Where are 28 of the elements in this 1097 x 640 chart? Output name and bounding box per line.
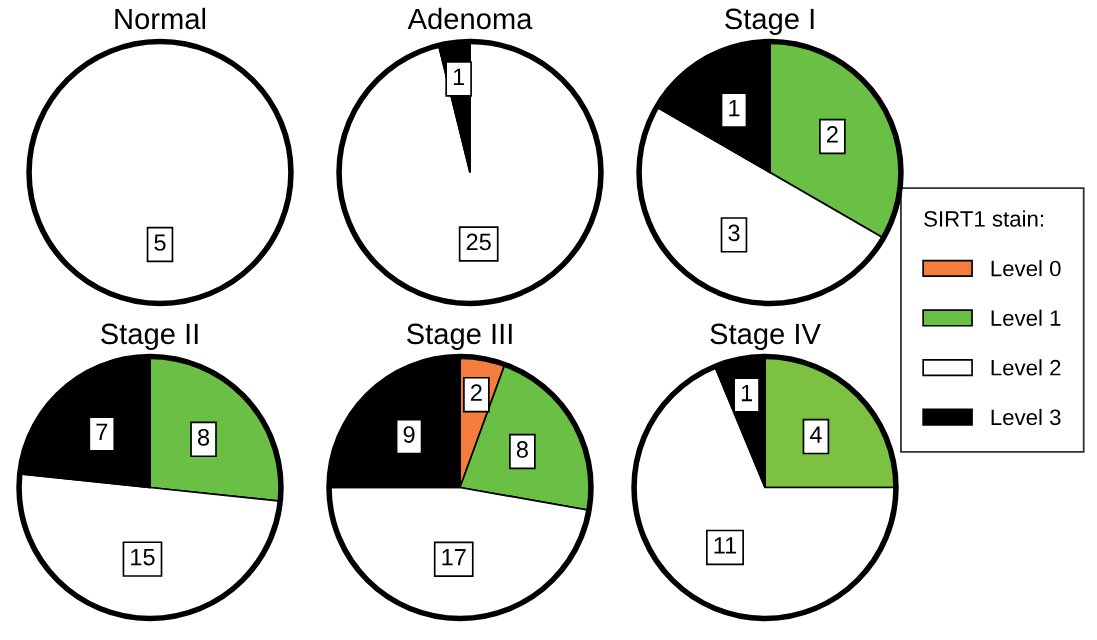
data-label: 11: [714, 537, 737, 554]
data-label: 17: [442, 549, 466, 566]
pie-slice: [336, 38, 604, 307]
legend-label: Level 0: [991, 260, 1061, 277]
chart-title: Stage I: [725, 8, 814, 35]
data-label: 1: [729, 99, 740, 117]
legend-label: Level 2: [991, 359, 1061, 376]
legend-title: SIRT1 stain:: [924, 210, 1043, 227]
data-label: 5: [154, 234, 166, 251]
legend-label: Level 1: [991, 309, 1061, 326]
chart-title: Stage III: [407, 323, 512, 350]
data-label: 8: [516, 441, 528, 458]
chart-title: Stage IV: [710, 323, 821, 350]
data-label: 1: [741, 384, 753, 402]
legend-label: Level 3: [991, 408, 1061, 426]
data-label: 7: [96, 423, 108, 441]
data-label: 3: [728, 224, 740, 242]
data-label: 2: [471, 384, 482, 401]
data-label: 1: [453, 68, 465, 86]
data-label: 15: [131, 548, 155, 566]
data-label: 25: [466, 233, 491, 251]
data-label: 8: [197, 428, 210, 446]
chart-title: Normal: [115, 7, 206, 30]
data-label: 9: [403, 426, 415, 443]
data-label: 2: [827, 126, 838, 143]
chart-title: Adenoma: [407, 7, 533, 30]
data-label: 4: [809, 426, 822, 443]
chart-title: Stage II: [101, 323, 198, 350]
